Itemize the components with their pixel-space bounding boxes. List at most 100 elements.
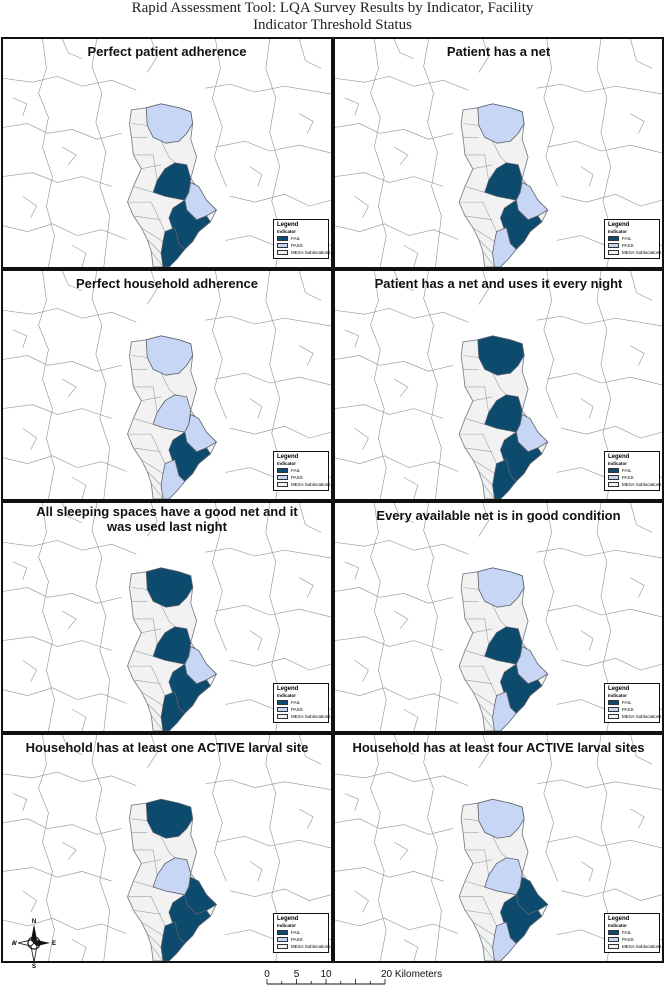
panel-title: Patient has a net bbox=[446, 44, 551, 59]
legend-fail-label: FAIL bbox=[622, 699, 632, 705]
map-legend: Legend Indicator FAIL PASS MESA Sublocations bbox=[604, 913, 662, 953]
legend-pass: PASS bbox=[277, 936, 325, 943]
legend-pass-label: PASS bbox=[622, 474, 634, 480]
legend-title: Legend bbox=[608, 454, 630, 460]
legend-subtitle: Indicator bbox=[608, 923, 628, 928]
legend-pass: PASS bbox=[277, 706, 325, 713]
page-title: Rapid Assessment Tool: LQA Survey Result… bbox=[0, 0, 665, 34]
map-legend: Legend Indicator FAIL PASS MESA Sublocations bbox=[604, 683, 662, 723]
region-north bbox=[145, 335, 194, 376]
legend-fail: FAIL bbox=[608, 235, 656, 242]
legend-subloc: MESA Sublocations bbox=[277, 943, 331, 950]
legend-fail-label: FAIL bbox=[622, 929, 632, 935]
region-southwest bbox=[492, 921, 517, 961]
region-southwest bbox=[160, 921, 186, 961]
legend-subloc: MESA Sublocations bbox=[608, 713, 662, 720]
map-canvas bbox=[335, 503, 662, 731]
page-title-line-2: Indicator Threshold Status bbox=[253, 17, 412, 33]
legend-fail: FAIL bbox=[608, 929, 656, 936]
legend-fail: FAIL bbox=[277, 699, 325, 706]
legend-fail: FAIL bbox=[277, 235, 325, 242]
panel-title: Perfect patient adherence bbox=[87, 44, 247, 59]
legend-subloc-label: MESA Sublocations bbox=[291, 943, 331, 949]
panel-title: Household has at least four ACTIVE larva… bbox=[352, 740, 645, 755]
panel-title: Perfect household adherence bbox=[75, 276, 259, 291]
map-panel-3: Perfect household adherence Legend Indicat… bbox=[1, 269, 333, 501]
map-canvas bbox=[335, 39, 662, 267]
legend-subloc: MESA Sublocations bbox=[277, 481, 331, 488]
scale-tick-label: 0 bbox=[264, 969, 270, 980]
legend-pass-label: PASS bbox=[291, 474, 303, 480]
region-north bbox=[477, 103, 525, 144]
map-canvas bbox=[335, 735, 662, 961]
scale-tick-label: 10 bbox=[320, 969, 332, 980]
legend-subloc-label: MESA Sublocations bbox=[622, 481, 662, 487]
scale-tick-label: 5 bbox=[294, 969, 300, 980]
legend-pass: PASS bbox=[608, 706, 656, 713]
legend-pass-label: PASS bbox=[291, 706, 303, 712]
map-canvas bbox=[3, 39, 331, 267]
region-north bbox=[145, 103, 194, 144]
legend-fail-label: FAIL bbox=[622, 235, 632, 241]
legend-pass-label: PASS bbox=[622, 242, 634, 248]
legend-pass: PASS bbox=[608, 474, 656, 481]
map-panel-5: All sleeping spaces have a good net and … bbox=[1, 501, 333, 733]
legend-subloc-label: MESA Sublocations bbox=[291, 481, 331, 487]
legend-subloc-label: MESA Sublocations bbox=[622, 713, 662, 719]
legend-subtitle: Indicator bbox=[277, 229, 297, 234]
legend-title: Legend bbox=[608, 916, 630, 922]
legend-pass-label: PASS bbox=[622, 706, 634, 712]
legend-subloc-label: MESA Sublocations bbox=[622, 943, 662, 949]
legend-title: Legend bbox=[277, 222, 299, 228]
map-panel-4: Patient has a net and uses it every nigh… bbox=[333, 269, 664, 501]
legend-fail: FAIL bbox=[277, 467, 325, 474]
legend-subloc: MESA Sublocations bbox=[608, 481, 662, 488]
map-legend: Legend Indicator FAIL PASS MESA Sublocations bbox=[604, 451, 662, 491]
region-southwest bbox=[160, 227, 186, 267]
legend-fail: FAIL bbox=[608, 467, 656, 474]
legend-subloc-label: MESA Sublocations bbox=[291, 249, 331, 255]
region-southwest bbox=[160, 691, 186, 731]
legend-fail: FAIL bbox=[608, 699, 656, 706]
map-legend: Legend Indicator FAIL PASS MESA Sublocations bbox=[273, 683, 331, 723]
legend-pass-label: PASS bbox=[291, 936, 303, 942]
map-canvas bbox=[3, 271, 331, 499]
map-canvas bbox=[3, 735, 331, 961]
legend-fail-label: FAIL bbox=[291, 467, 301, 473]
region-north bbox=[145, 567, 194, 608]
map-panel-2: Patient has a net Legend Indicator FAIL PASS… bbox=[333, 37, 664, 269]
legend-subtitle: Indicator bbox=[277, 923, 297, 928]
compass-e: E bbox=[52, 941, 56, 947]
map-panel-1: Perfect patient adherence Legend Indicator… bbox=[1, 37, 333, 269]
legend-subloc-label: MESA Sublocations bbox=[291, 713, 331, 719]
legend-pass: PASS bbox=[277, 474, 325, 481]
legend-title: Legend bbox=[277, 454, 299, 460]
legend-subloc-label: MESA Sublocations bbox=[622, 249, 662, 255]
panel-title: Every available net is in good condition bbox=[376, 508, 621, 523]
legend-subloc: MESA Sublocations bbox=[608, 943, 662, 950]
scale-bar: 0 5 10 20 Kilometers bbox=[264, 969, 442, 985]
legend-title: Legend bbox=[277, 686, 299, 692]
compass-w: W bbox=[12, 941, 17, 947]
map-legend: Legend Indicator FAIL PASS MESA Sublocations bbox=[273, 913, 331, 953]
legend-pass: PASS bbox=[608, 936, 656, 943]
map-legend: Legend Indicator FAIL PASS MESA Sublocations bbox=[273, 451, 331, 491]
map-panel-8: Household has at least four ACTIVE larva… bbox=[333, 733, 664, 963]
legend-fail: FAIL bbox=[277, 929, 325, 936]
panel-title: All sleeping spaces have a good net and … bbox=[36, 504, 298, 534]
legend-pass: PASS bbox=[608, 242, 656, 249]
scale-tick-label: 20 Kilometers bbox=[381, 969, 442, 980]
legend-title: Legend bbox=[608, 222, 630, 228]
legend-subtitle: Indicator bbox=[277, 461, 297, 466]
map-canvas bbox=[335, 271, 662, 499]
legend-pass-label: PASS bbox=[291, 242, 303, 248]
compass-s: S bbox=[32, 964, 36, 968]
map-canvas bbox=[3, 503, 331, 731]
compass-n: N bbox=[32, 919, 36, 925]
map-panel-7: Household has at least one ACTIVE larval… bbox=[1, 733, 333, 963]
north-arrow-icon: N S W E bbox=[12, 919, 56, 968]
region-north bbox=[477, 798, 525, 839]
legend-fail-label: FAIL bbox=[291, 929, 301, 935]
legend-subloc: MESA Sublocations bbox=[277, 249, 331, 256]
legend-pass-label: PASS bbox=[622, 936, 634, 942]
